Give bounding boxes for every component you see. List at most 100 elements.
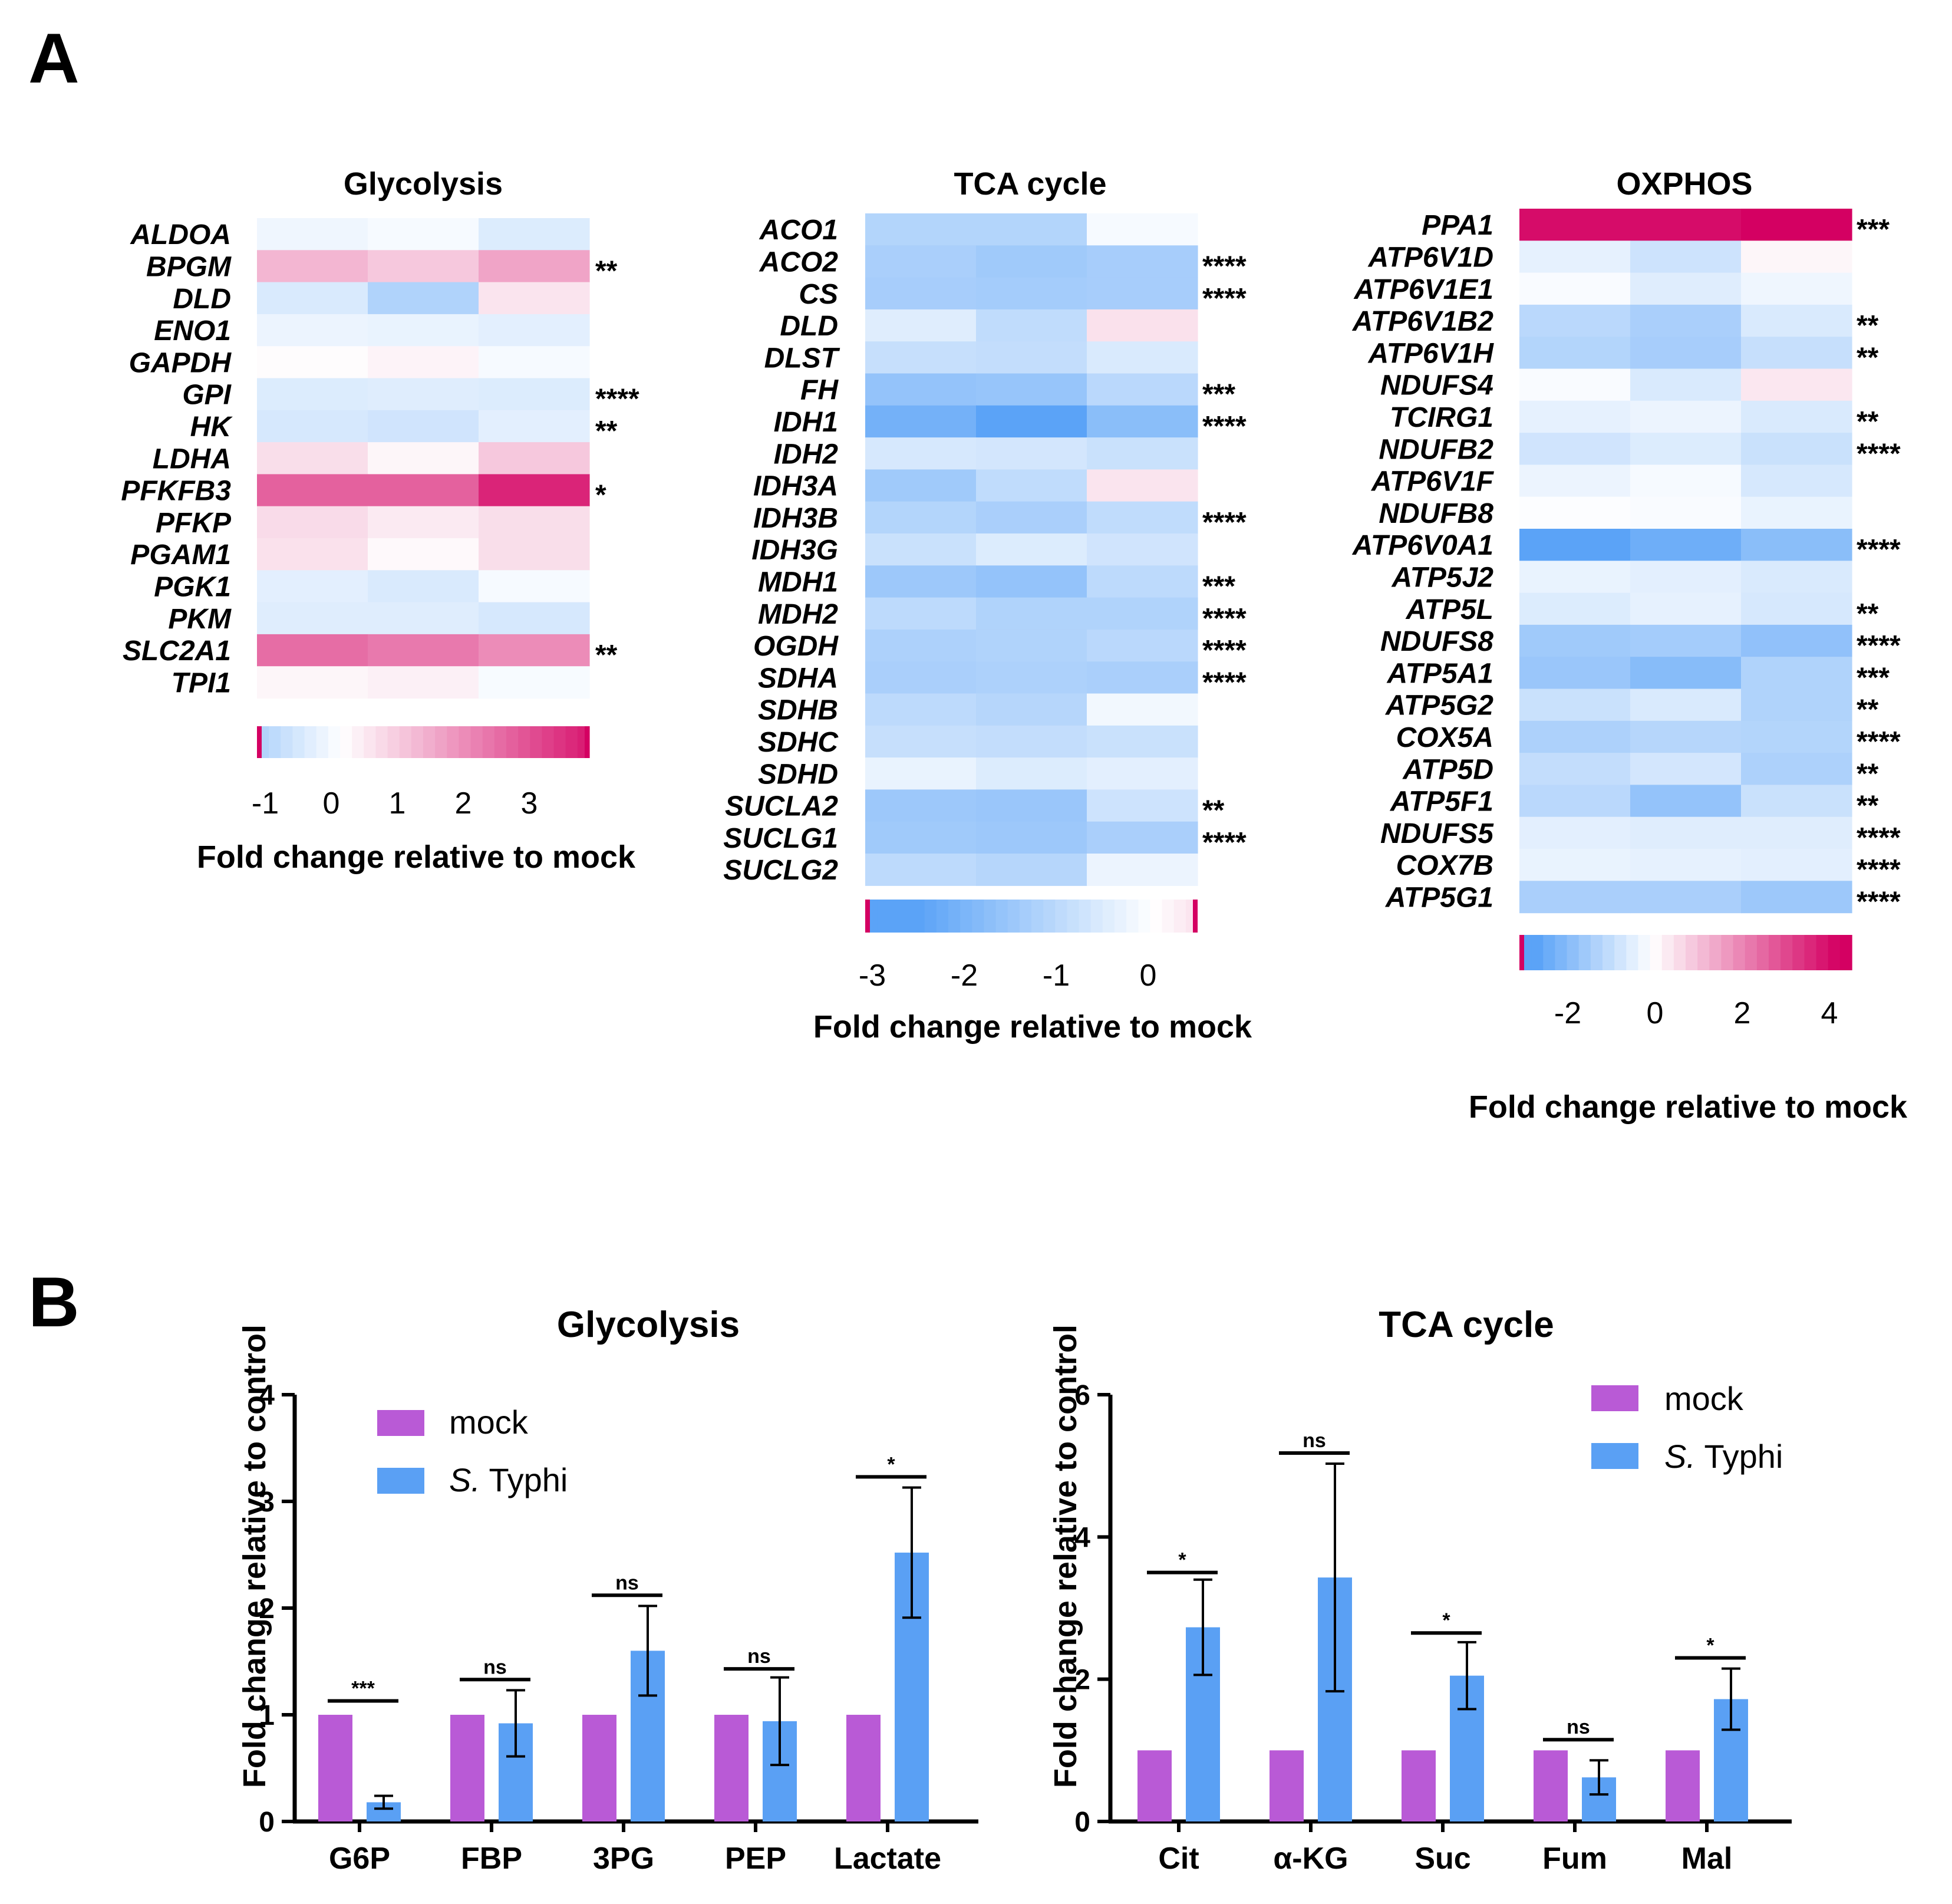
- colorbar-segment: [1614, 935, 1627, 970]
- heatmap-cell: [1630, 753, 1742, 785]
- gene-label: ENO1: [154, 315, 231, 347]
- heatmap-cell: [1087, 405, 1198, 438]
- colorbar-segment: [1150, 900, 1163, 933]
- heatmap-cell: [1087, 661, 1198, 694]
- y-tick-label: 0: [259, 1807, 275, 1838]
- heatmap-cell: [865, 693, 977, 726]
- panel-label-a: A: [28, 19, 80, 98]
- heatmap-cell: [257, 666, 368, 699]
- heatmap-cell: [368, 250, 479, 283]
- colorbar-segment: [995, 900, 1008, 933]
- heatmap-cell: [1630, 689, 1742, 722]
- heatmap-cell: [1519, 657, 1631, 690]
- heatmap-cell: [1087, 725, 1198, 758]
- heatmap-cell: [1087, 437, 1198, 470]
- legend-swatch-mock: [1591, 1385, 1638, 1411]
- heatmap-cell: [976, 437, 1087, 470]
- legend-label-typhi: S. Typhi: [1664, 1438, 1783, 1475]
- heatmap-cell: [1519, 720, 1631, 753]
- gene-label: NDUFB2: [1379, 434, 1493, 465]
- heatmap-cell: [368, 314, 479, 347]
- heatmap-cell: [257, 314, 368, 347]
- heatmap-cell: [368, 506, 479, 539]
- colorbar-segment: [1661, 935, 1674, 970]
- significance-label: ns: [483, 1656, 507, 1678]
- colorbar-segment: [1138, 900, 1151, 933]
- heatmap-cell: [479, 250, 590, 283]
- colorbar-segment: [1031, 900, 1044, 933]
- x-tick-label: Suc: [1414, 1842, 1470, 1876]
- gene-label: PFKP: [156, 508, 232, 539]
- significance-labels: ***********: [595, 255, 639, 671]
- heatmap-cell: [1087, 565, 1198, 598]
- heatmap-cell: [1630, 529, 1742, 561]
- colorbar-edge: [1193, 900, 1198, 933]
- significance-label: **: [1857, 758, 1879, 789]
- heatmap-cell: [976, 341, 1087, 374]
- heatmap-cell: [368, 570, 479, 603]
- heatmap-cell: [257, 506, 368, 539]
- heatmap-cell: [865, 725, 977, 758]
- colorbar-segment: [1638, 935, 1651, 970]
- y-tick-label: 1: [259, 1700, 275, 1731]
- significance-label: ****: [1202, 667, 1247, 698]
- significance-label: **: [1202, 795, 1225, 826]
- significance-label: *: [887, 1453, 895, 1475]
- heatmap-cell: [1087, 597, 1198, 630]
- gene-label: SDHB: [758, 695, 838, 726]
- heatmap-cell: [257, 634, 368, 667]
- colorbar-segment: [1173, 900, 1186, 933]
- significance-label: ns: [615, 1572, 639, 1594]
- heatmap-cell: [976, 661, 1087, 694]
- heatmap-cell: [368, 602, 479, 635]
- colorbar-segment: [328, 726, 341, 758]
- heatmap-cell: [1741, 753, 1852, 785]
- heatmap-cell: [1741, 624, 1852, 657]
- x-tick-label: α-KG: [1273, 1842, 1348, 1876]
- gene-label: NDUFS5: [1380, 818, 1494, 849]
- chart-title: Glycolysis: [557, 1305, 740, 1345]
- colorbar-segment: [1733, 935, 1746, 970]
- significance-label: ns: [1303, 1429, 1326, 1452]
- heatmap-cell: [1741, 496, 1852, 529]
- gene-label: ATP6V1B2: [1352, 306, 1494, 337]
- significance-labels: ****************************************…: [1857, 214, 1901, 917]
- colorbar-tick: -1: [1043, 958, 1070, 993]
- gene-label: DLD: [173, 284, 231, 315]
- heatmap-cell: [479, 442, 590, 475]
- heatmap-cell: [1087, 309, 1198, 342]
- bar-mock: [1666, 1750, 1700, 1821]
- heatmap-cell: [1741, 881, 1852, 914]
- gene-label: SUCLA2: [725, 791, 838, 822]
- colorbar-tick: 0: [1140, 958, 1157, 993]
- heatmap-cell: [479, 602, 590, 635]
- colorbar-segment: [1697, 935, 1710, 970]
- gene-label: CS: [799, 279, 838, 310]
- colorbar-segment: [269, 726, 281, 758]
- heatmap-cell: [976, 501, 1087, 534]
- heatmap-cell: [1519, 592, 1631, 625]
- heatmap-cell: [976, 245, 1087, 278]
- bar-mock: [1534, 1750, 1568, 1821]
- heatmap-cell: [976, 309, 1087, 342]
- heatmap-cell: [865, 437, 977, 470]
- heatmap-cell: [865, 821, 977, 854]
- significance-label: **: [595, 640, 618, 671]
- gene-label: SDHD: [758, 759, 838, 790]
- x-tick-label: G6P: [329, 1842, 390, 1876]
- heatmap-cell: [1630, 849, 1742, 881]
- gene-label: MDH2: [758, 599, 838, 630]
- colorbar-segment: [936, 900, 949, 933]
- heatmap-cell: [865, 565, 977, 598]
- heatmap-cell: [1087, 245, 1198, 278]
- heatmap-cell: [976, 789, 1087, 822]
- colorbar-segment: [340, 726, 352, 758]
- heatmap-cell: [865, 341, 977, 374]
- heatmap-cell: [257, 474, 368, 507]
- heatmap-cell: [1519, 400, 1631, 433]
- heatmap-cell: [865, 597, 977, 630]
- gene-label: BPGM: [146, 251, 232, 282]
- heatmap-cell: [976, 725, 1087, 758]
- heatmap-cell: [1741, 241, 1852, 274]
- heatmap-cell: [1519, 785, 1631, 818]
